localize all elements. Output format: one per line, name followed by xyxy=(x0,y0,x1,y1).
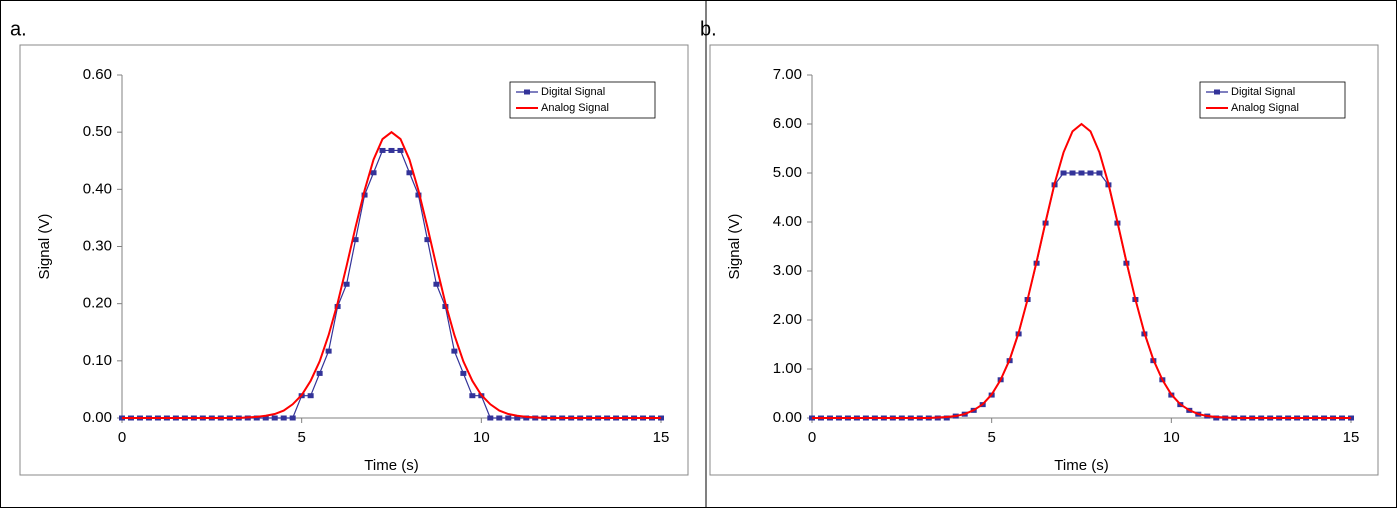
series-marker xyxy=(1069,170,1076,176)
y-tick-label: 1.00 xyxy=(773,360,802,377)
series-line xyxy=(122,130,661,419)
x-tick-label: 15 xyxy=(653,429,670,446)
series-marker xyxy=(1096,170,1103,176)
legend-marker xyxy=(1214,89,1220,95)
y-tick-label: 4.00 xyxy=(773,213,802,230)
y-tick-label: 0.60 xyxy=(83,66,112,83)
x-axis-label: Time (s) xyxy=(1054,457,1108,474)
y-axis-label: Signal (V) xyxy=(36,214,53,280)
series-marker xyxy=(397,147,404,153)
series-marker xyxy=(514,415,521,421)
series-marker xyxy=(289,415,296,421)
y-tick-label: 6.00 xyxy=(773,115,802,132)
series-marker xyxy=(505,415,512,421)
series-marker xyxy=(370,170,377,176)
y-tick-label: 5.00 xyxy=(773,164,802,181)
y-tick-label: 0.00 xyxy=(83,409,112,426)
y-tick-label: 7.00 xyxy=(773,66,802,83)
series-marker xyxy=(1078,170,1085,176)
panel-label: b. xyxy=(700,18,717,40)
legend-box xyxy=(509,81,656,119)
series-marker xyxy=(379,147,386,153)
series-line xyxy=(122,149,661,419)
series-marker xyxy=(451,348,458,354)
series-marker xyxy=(253,415,260,421)
x-tick-label: 5 xyxy=(987,429,995,446)
y-tick-label: 0.30 xyxy=(83,237,112,254)
series-line xyxy=(812,122,1351,419)
series-marker xyxy=(460,370,467,376)
series-marker xyxy=(262,415,269,421)
y-tick-label: 0.50 xyxy=(83,123,112,140)
x-tick-label: 0 xyxy=(808,429,816,446)
chart-frame xyxy=(19,44,689,476)
series-marker xyxy=(1060,170,1067,176)
series-marker xyxy=(487,415,494,421)
x-tick-label: 10 xyxy=(1163,429,1180,446)
series-marker xyxy=(388,147,395,153)
series-marker xyxy=(343,281,350,287)
series-marker xyxy=(316,370,323,376)
series-marker xyxy=(469,393,476,399)
series-line xyxy=(812,172,1351,419)
series-marker xyxy=(361,192,368,198)
x-tick-label: 0 xyxy=(118,429,126,446)
series-marker xyxy=(271,415,278,421)
series-marker xyxy=(280,415,287,421)
legend-box xyxy=(1199,81,1346,119)
legend-label: Analog Signal xyxy=(1231,102,1299,114)
series-marker xyxy=(325,348,332,354)
y-tick-label: 0.00 xyxy=(773,409,802,426)
x-tick-label: 5 xyxy=(297,429,305,446)
x-axis-label: Time (s) xyxy=(364,457,418,474)
series-marker xyxy=(433,281,440,287)
series-marker xyxy=(424,237,431,243)
series-marker xyxy=(1087,170,1094,176)
series-marker xyxy=(415,192,422,198)
legend-label: Analog Signal xyxy=(541,102,609,114)
series-marker xyxy=(523,415,530,421)
series-marker xyxy=(496,415,503,421)
y-tick-label: 0.20 xyxy=(83,295,112,312)
legend-label: Digital Signal xyxy=(1231,86,1295,98)
panel-label: a. xyxy=(10,18,27,40)
y-axis-label: Signal (V) xyxy=(726,214,743,280)
legend-marker xyxy=(524,89,530,95)
y-tick-label: 0.40 xyxy=(83,180,112,197)
y-tick-label: 3.00 xyxy=(773,262,802,279)
y-tick-label: 2.00 xyxy=(773,311,802,328)
series-marker xyxy=(352,237,359,243)
y-tick-label: 0.10 xyxy=(83,352,112,369)
chart-frame xyxy=(709,44,1379,476)
legend-label: Digital Signal xyxy=(541,86,605,98)
series-marker xyxy=(307,393,314,399)
x-tick-label: 10 xyxy=(473,429,490,446)
x-tick-label: 15 xyxy=(1343,429,1360,446)
series-marker xyxy=(406,170,413,176)
